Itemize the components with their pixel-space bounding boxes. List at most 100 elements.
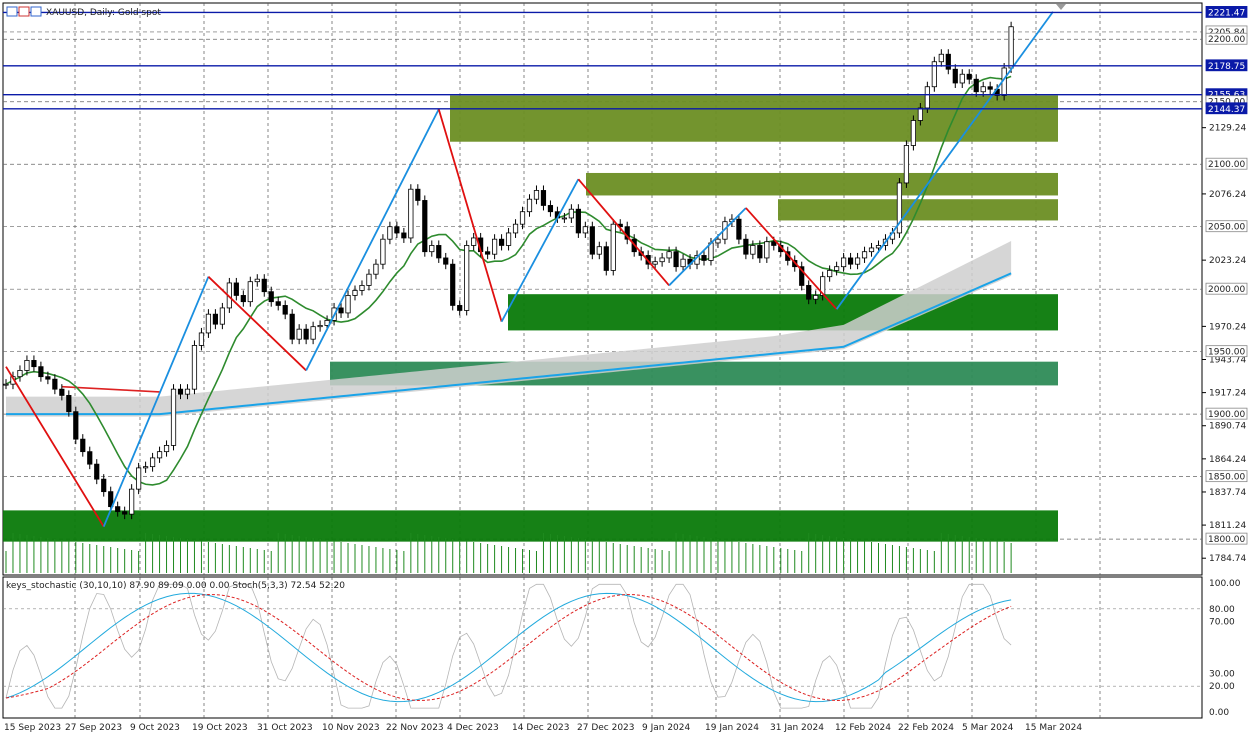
candle bbox=[827, 270, 833, 278]
gray-ribbon bbox=[6, 240, 1012, 417]
candle bbox=[352, 290, 358, 296]
candle bbox=[205, 313, 212, 334]
zigzag-leg bbox=[437, 108, 503, 322]
candle bbox=[813, 295, 819, 300]
levels-layer bbox=[3, 11, 1202, 110]
candle bbox=[268, 291, 274, 303]
price-tag-box bbox=[1205, 6, 1248, 18]
candle bbox=[240, 295, 246, 303]
price-tag-box bbox=[1205, 532, 1248, 545]
x-tick-label: 10 Nov 2023 bbox=[322, 723, 380, 733]
candle bbox=[987, 86, 993, 90]
candle bbox=[903, 145, 910, 184]
candle bbox=[80, 438, 86, 453]
candle bbox=[443, 257, 449, 265]
candle bbox=[38, 366, 44, 378]
stoch-tick-label: 80.00 bbox=[1209, 605, 1235, 615]
candle bbox=[505, 232, 512, 246]
candle bbox=[310, 326, 316, 340]
price-tick-label: 2076.24 bbox=[1209, 190, 1246, 200]
x-tick-label: 22 Nov 2023 bbox=[386, 723, 444, 733]
candle bbox=[247, 281, 253, 303]
candle bbox=[233, 282, 239, 296]
price-tag-box bbox=[1205, 102, 1248, 115]
price-tag-box bbox=[1205, 59, 1248, 72]
price-tag-label: 2200.00 bbox=[1208, 35, 1245, 45]
vertical-grid bbox=[74, 3, 1101, 718]
candle bbox=[959, 73, 965, 84]
candle bbox=[436, 245, 442, 259]
candle bbox=[491, 238, 498, 255]
candle bbox=[212, 313, 218, 325]
volume-layer bbox=[5, 533, 1012, 573]
stoch-tick-label: 0.00 bbox=[1209, 708, 1229, 718]
candle bbox=[101, 478, 107, 493]
zones-layer bbox=[3, 95, 1058, 542]
candle bbox=[170, 388, 177, 446]
main-chart-frame bbox=[2, 2, 1203, 576]
price-tick-label: 1837.74 bbox=[1209, 488, 1246, 498]
candle bbox=[129, 488, 135, 515]
candle bbox=[415, 188, 421, 201]
x-tick-label: 9 Oct 2023 bbox=[130, 723, 180, 733]
candle bbox=[296, 328, 302, 340]
candle bbox=[526, 198, 533, 213]
candle bbox=[896, 182, 903, 234]
price-tag-label: 2000.00 bbox=[1208, 285, 1245, 295]
zigzag-leg bbox=[5, 366, 105, 528]
candle bbox=[66, 395, 72, 413]
candle bbox=[931, 61, 937, 88]
price-tag-label: 2144.37 bbox=[1208, 105, 1245, 115]
price-tag-box bbox=[1205, 470, 1248, 483]
candle bbox=[429, 245, 435, 253]
candle bbox=[610, 223, 616, 271]
candle bbox=[142, 466, 149, 469]
candle bbox=[317, 325, 323, 328]
candle bbox=[659, 257, 665, 263]
x-tick-label: 15 Sep 2023 bbox=[4, 723, 61, 733]
price-tag-label: 1950.00 bbox=[1208, 348, 1245, 358]
price-tick-label: 2129.24 bbox=[1209, 124, 1246, 134]
candle bbox=[149, 457, 156, 468]
candle bbox=[519, 211, 526, 225]
x-tick-label: 4 Dec 2023 bbox=[447, 723, 499, 733]
zigzag-leg bbox=[835, 11, 1054, 310]
candle bbox=[736, 218, 742, 240]
stoch-header: keys_stochastic (30,10,10) 87.90 89.09 0… bbox=[6, 581, 345, 591]
window-icon[interactable] bbox=[6, 6, 42, 17]
shift-marker-icon[interactable] bbox=[1056, 4, 1066, 10]
candle bbox=[568, 208, 574, 219]
candle bbox=[512, 223, 519, 234]
candle bbox=[743, 238, 749, 255]
candle bbox=[464, 245, 470, 311]
candle bbox=[31, 360, 37, 368]
price-tag-label: 2050.00 bbox=[1208, 223, 1245, 233]
candle bbox=[345, 295, 351, 314]
candle bbox=[94, 463, 100, 480]
price-tick-label: 1811.24 bbox=[1209, 521, 1246, 531]
candle bbox=[17, 370, 23, 378]
stoch-tick-label: 30.00 bbox=[1209, 669, 1235, 679]
stoch-panel-frame bbox=[2, 576, 1203, 719]
x-tick-label: 31 Jan 2024 bbox=[770, 723, 824, 733]
zigzag-leg bbox=[305, 108, 440, 371]
stoch-tick-label: 100.00 bbox=[1209, 579, 1241, 589]
candle bbox=[834, 266, 840, 271]
candle bbox=[366, 273, 372, 286]
x-tick-label: 27 Sep 2023 bbox=[65, 723, 122, 733]
candle bbox=[394, 226, 400, 234]
candle bbox=[3, 383, 9, 386]
candle bbox=[191, 345, 198, 390]
zigzag-leg bbox=[207, 276, 307, 372]
x-tick-label: 5 Mar 2024 bbox=[962, 723, 1014, 733]
candle bbox=[757, 245, 763, 259]
zigzag-leg bbox=[745, 207, 838, 310]
zigzag-layer bbox=[5, 11, 1054, 528]
candle bbox=[806, 285, 812, 300]
candle bbox=[219, 307, 225, 325]
stoch-signal-line bbox=[5, 594, 1012, 701]
stoch-tick-label: 20.00 bbox=[1209, 682, 1235, 692]
candle bbox=[854, 257, 861, 265]
candle bbox=[973, 78, 979, 93]
candle bbox=[408, 188, 414, 239]
